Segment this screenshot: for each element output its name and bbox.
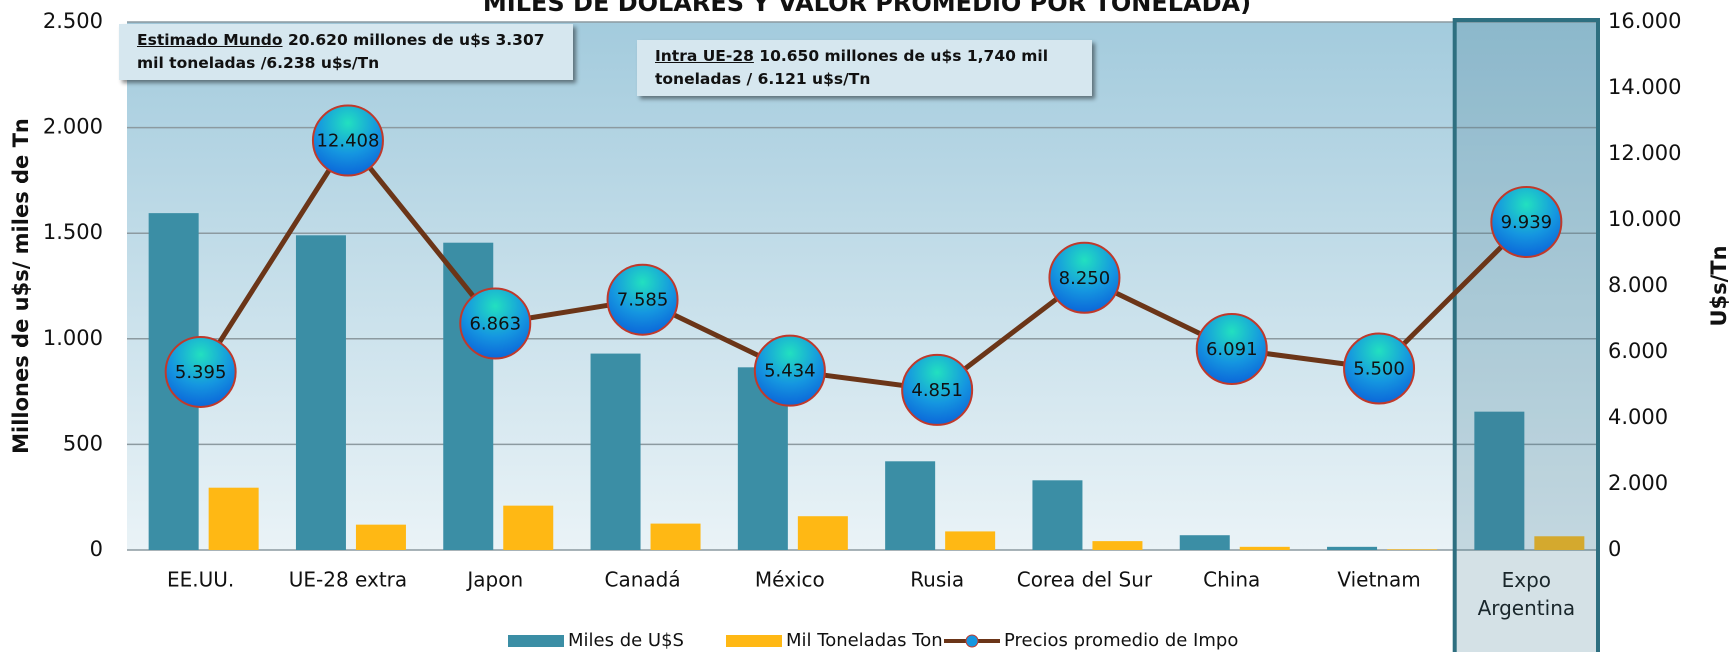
y2-tick-label: 0: [1608, 537, 1621, 561]
data-label: 12.408: [316, 131, 379, 152]
data-label: 5.434: [764, 361, 816, 382]
annotation: Estimado Mundo 20.620 millones de u$s 3.…: [119, 24, 573, 80]
y2-tick-label: 8.000: [1608, 273, 1668, 297]
annotation: Intra UE-28 10.650 millones de u$s 1,740…: [637, 40, 1092, 96]
marker: [606, 263, 679, 336]
marker: [459, 287, 532, 360]
bar: [590, 353, 641, 550]
legend-label: Mil Toneladas Ton: [786, 630, 943, 651]
y2-tick-label: 16.000: [1608, 9, 1681, 33]
bar: [1534, 536, 1585, 550]
x-tick-label: Canadá: [604, 568, 680, 592]
data-label: 6.091: [1206, 339, 1258, 360]
marker: [311, 104, 384, 177]
bar: [945, 531, 996, 550]
bar: [885, 461, 936, 550]
marker: [1343, 332, 1416, 405]
bar: [295, 235, 346, 550]
y2-tick-label: 14.000: [1608, 75, 1681, 99]
x-tick-label: México: [755, 568, 825, 592]
highlight-box: [1452, 18, 1600, 652]
y2-tick-label: 6.000: [1608, 339, 1668, 363]
marker: [1490, 186, 1563, 259]
x-tick-label: Rusia: [910, 568, 964, 592]
bar: [1179, 535, 1230, 550]
y-axis-label: Millones de u$s/ miles de Tn: [9, 118, 33, 454]
annotation-text: 10.650 millones de u$s 1,740 mil tonelad…: [655, 47, 1049, 88]
x-tick-label: UE-28 extra: [289, 568, 407, 592]
marker: [1195, 312, 1268, 385]
y-tick-label: 1.000: [43, 326, 103, 350]
bar: [355, 524, 406, 550]
x-tick-label: Corea del Sur: [1017, 568, 1153, 592]
data-label: 4.851: [911, 380, 963, 401]
data-label: 7.585: [617, 290, 669, 311]
bar: [650, 523, 701, 550]
marker: [753, 334, 826, 407]
legend-swatch: [726, 635, 782, 647]
legend-label: Miles de U$S: [568, 630, 684, 651]
plot-area: [127, 22, 1600, 550]
data-label: 9.939: [1501, 212, 1553, 233]
y-tick-label: 2.500: [43, 9, 103, 33]
x-tick-label: ExpoArgentina: [1478, 568, 1576, 620]
annotation-title: Intra UE-28: [655, 47, 754, 65]
marker: [164, 335, 237, 408]
bar: [208, 487, 259, 550]
y2-axis-label: U$s/Tn: [1707, 245, 1731, 326]
bar: [503, 505, 554, 550]
legend-label: Precios promedio de Impo: [1004, 630, 1238, 651]
y2-tick-label: 12.000: [1608, 141, 1681, 165]
y2-tick-label: 2.000: [1608, 471, 1668, 495]
line: [198, 136, 1529, 393]
bar: [1032, 480, 1083, 550]
bar: [1092, 541, 1143, 550]
data-label: 5.395: [175, 362, 227, 383]
annotation-text: 20.620 millones de u$s 3.307 mil tonelad…: [137, 31, 545, 72]
y-tick-label: 0: [90, 537, 103, 561]
legend-swatch: [508, 635, 564, 647]
y2-tick-label: 10.000: [1608, 207, 1681, 231]
x-tick-label: EE.UU.: [167, 568, 234, 592]
annotation-title: Estimado Mundo: [137, 31, 283, 49]
data-label: 5.500: [1353, 359, 1405, 380]
y-tick-label: 2.000: [43, 115, 103, 139]
bar: [1474, 411, 1525, 550]
x-tick-label: Vietnam: [1337, 568, 1420, 592]
data-label: 6.863: [469, 314, 521, 335]
x-tick-label: China: [1203, 568, 1260, 592]
marker: [1048, 241, 1121, 314]
x-tick-label: Japon: [465, 568, 523, 592]
bar: [1327, 546, 1378, 550]
y2-tick-label: 4.000: [1608, 405, 1668, 429]
legend-swatch: [965, 634, 979, 648]
marker: [901, 353, 974, 426]
data-label: 8.250: [1059, 268, 1111, 289]
bar: [1387, 549, 1438, 550]
y-tick-label: 500: [63, 431, 103, 455]
y-tick-label: 1.500: [43, 220, 103, 244]
chart-title: MILES DE DOLARES Y VALOR PROMEDIO POR TO…: [483, 0, 1251, 17]
bar: [797, 516, 848, 550]
bar: [1239, 546, 1290, 550]
